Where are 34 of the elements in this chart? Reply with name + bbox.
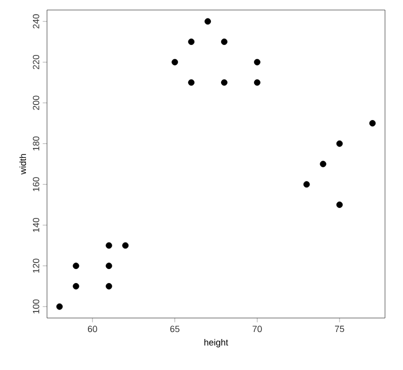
y-tick-label: 240 — [32, 14, 40, 28]
point — [188, 79, 194, 86]
point — [72, 283, 80, 290]
x-tick-label: 65 — [170, 326, 180, 332]
y-tick-label: 140 — [32, 218, 40, 232]
point — [56, 303, 63, 310]
point — [254, 79, 260, 86]
y-tick-label: 220 — [32, 55, 40, 70]
x-tick-label: 70 — [252, 326, 262, 332]
point — [369, 120, 376, 126]
point — [221, 79, 228, 86]
point — [254, 58, 260, 66]
y-tick-label: 120 — [32, 258, 40, 273]
point — [188, 38, 194, 45]
point — [221, 38, 228, 45]
point — [172, 58, 178, 66]
x-tick-label: 60 — [88, 326, 98, 332]
point — [72, 262, 80, 270]
y-tick-label: 160 — [32, 177, 40, 192]
y-axis-title: width — [19, 154, 26, 174]
point — [303, 181, 310, 188]
x-tick-label: 75 — [335, 326, 344, 332]
point — [106, 283, 112, 290]
x-axis-title: height — [204, 338, 228, 348]
point — [336, 140, 343, 147]
point — [122, 242, 129, 249]
y-tick-label: 180 — [32, 136, 40, 150]
point — [204, 18, 211, 25]
point — [320, 160, 326, 168]
y-tick-label: 200 — [32, 96, 40, 110]
point — [106, 262, 112, 270]
point — [106, 242, 112, 249]
y-tick-label: 100 — [32, 299, 40, 314]
point — [336, 202, 343, 208]
